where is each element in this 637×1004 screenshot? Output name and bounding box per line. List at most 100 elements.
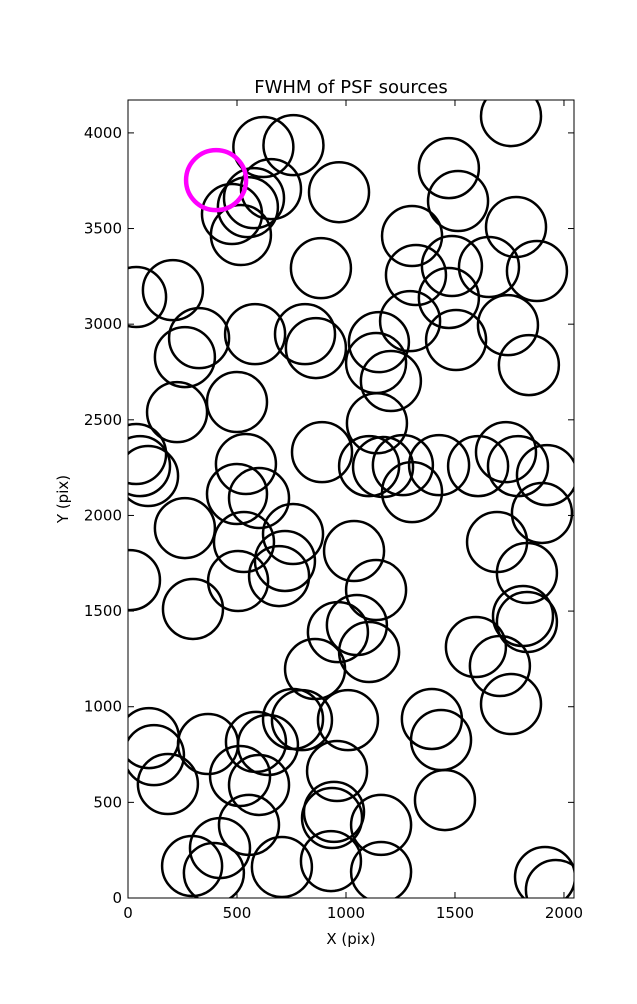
source-circle [136, 752, 200, 816]
source-circle [227, 466, 291, 530]
source-circle [239, 157, 303, 221]
source-circle [479, 100, 543, 148]
y-tick-label: 2000 [84, 506, 122, 524]
source-circle [227, 753, 291, 817]
source-circle [167, 306, 231, 370]
plot-area [128, 100, 574, 898]
source-circle [515, 443, 574, 507]
source-circle [316, 688, 380, 752]
source-circle [205, 462, 269, 526]
source-circle [322, 519, 386, 583]
source-circle [222, 166, 286, 230]
source-circle [378, 289, 442, 353]
source-circle [212, 510, 276, 574]
source-circle [214, 432, 278, 496]
source-circle [209, 203, 273, 267]
source-circle [153, 496, 217, 560]
y-tick-label: 0 [112, 889, 122, 907]
source-circle [182, 841, 246, 898]
source-circle [145, 380, 209, 444]
y-axis-label: Y (pix) [54, 475, 72, 524]
source-circle [495, 541, 559, 605]
source-circle [479, 672, 543, 736]
source-circle [417, 266, 481, 330]
source-circle [513, 845, 574, 898]
source-circle [426, 169, 490, 233]
source-circle [407, 433, 471, 497]
source-circle [128, 548, 162, 612]
source-circle [270, 688, 334, 752]
source-circle [160, 834, 224, 898]
source-circle [183, 147, 249, 213]
source-circle [417, 136, 481, 200]
source-circle [347, 310, 411, 374]
source-circle [161, 577, 225, 641]
source-circle [305, 739, 369, 803]
y-tick-label: 3500 [84, 220, 122, 238]
source-circle [359, 349, 423, 413]
source-circle [345, 392, 409, 455]
source-circle [307, 160, 371, 224]
source-circle [446, 434, 510, 498]
source-circle [128, 422, 168, 486]
source-circle [261, 502, 325, 566]
source-circle [253, 529, 317, 593]
source-circle [444, 615, 508, 679]
source-circle [413, 768, 477, 832]
source-circle [302, 780, 366, 844]
y-tick-label: 2500 [84, 411, 122, 429]
y-tick-label: 3000 [84, 315, 122, 333]
x-tick-label: 500 [223, 904, 252, 922]
source-circle [206, 549, 270, 613]
source-circle [349, 840, 413, 898]
source-circle [476, 293, 540, 357]
source-circle [420, 234, 484, 298]
source-circle [474, 420, 538, 484]
source-circle [128, 723, 186, 787]
source-circle [247, 544, 311, 608]
source-circle [153, 325, 217, 389]
source-circle [141, 258, 205, 322]
source-circle [371, 433, 435, 497]
source-circle [380, 204, 444, 268]
y-tick-label: 4000 [84, 124, 122, 142]
x-tick-label: 0 [123, 904, 133, 922]
plot-frame [127, 99, 575, 899]
source-circle [384, 243, 448, 307]
source-circle [289, 236, 353, 300]
source-circle [457, 235, 521, 299]
x-axis-label: X (pix) [326, 930, 375, 948]
chart-title: FWHM of PSF sources [254, 77, 448, 98]
source-circle [128, 434, 172, 498]
source-circle [505, 239, 569, 303]
source-circle [484, 195, 548, 259]
x-tick-label: 1500 [436, 904, 474, 922]
source-circle [205, 370, 269, 434]
source-circle [232, 115, 295, 179]
y-tick-label: 1000 [84, 698, 122, 716]
x-tick-label: 2000 [545, 904, 583, 922]
source-circle [250, 835, 314, 898]
source-circle [208, 744, 272, 808]
source-circle [468, 634, 532, 698]
source-circle [524, 858, 574, 898]
source-circle [424, 308, 488, 372]
y-tick-label: 1500 [84, 602, 122, 620]
source-circle [290, 420, 354, 484]
source-circle [262, 113, 325, 177]
source-circle [344, 558, 408, 622]
source-circle [510, 481, 574, 545]
source-circle [223, 302, 287, 366]
source-circle [325, 593, 389, 657]
source-circle [273, 302, 337, 366]
y-tick-label: 500 [93, 793, 122, 811]
source-circle [380, 460, 444, 524]
source-circle [300, 786, 364, 850]
source-circle [497, 333, 561, 397]
source-circle [284, 316, 348, 380]
source-circle [299, 829, 363, 893]
source-circle [349, 793, 413, 857]
source-circle [128, 265, 168, 329]
